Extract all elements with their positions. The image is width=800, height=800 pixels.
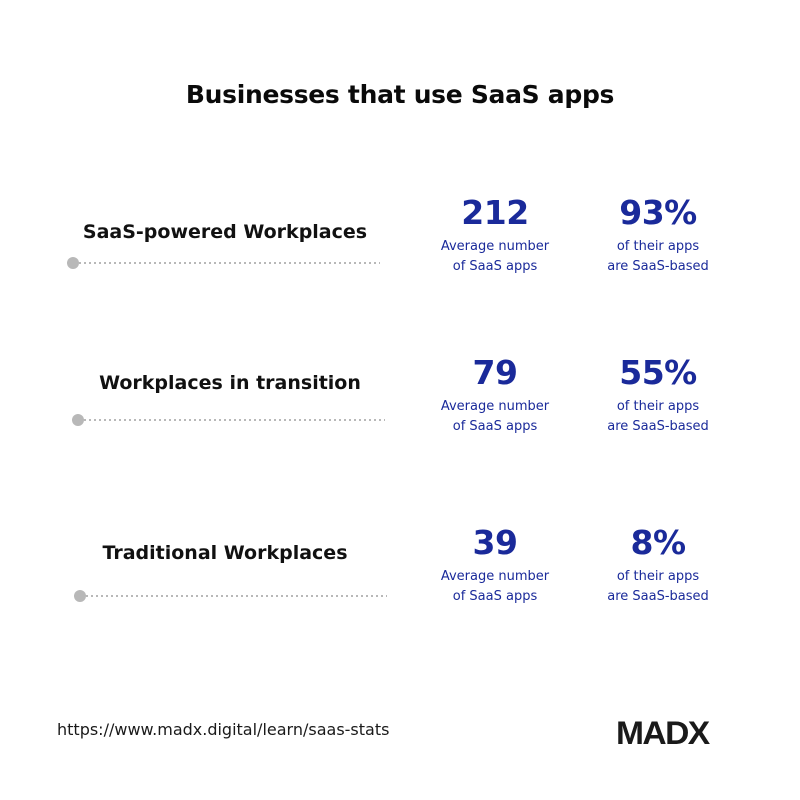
stat-row-traditional: Traditional Workplaces 39 Average number…: [0, 525, 800, 635]
dotted-line: [79, 262, 380, 264]
madx-logo: MADX: [616, 715, 710, 751]
avg-apps-value: 39: [472, 523, 518, 562]
desc-line: of SaaS apps: [452, 259, 538, 274]
avg-apps-desc: Average number of SaaS apps: [420, 567, 570, 607]
saas-share-stat: 8% of their apps are SaaS-based: [583, 525, 733, 607]
row-label: Traditional Workplaces: [102, 542, 348, 564]
row-label: SaaS-powered Workplaces: [82, 221, 368, 243]
dotted-track: [74, 590, 387, 602]
desc-line: Average number: [440, 239, 550, 254]
chart-title: Businesses that use SaaS apps: [185, 80, 615, 109]
desc-line: of their apps: [616, 569, 700, 584]
avg-apps-value: 79: [472, 353, 518, 392]
saas-share-desc: of their apps are SaaS-based: [583, 397, 733, 437]
saas-share-value: 8%: [630, 523, 686, 562]
track-dot-icon: [67, 257, 79, 269]
saas-share-stat: 93% of their apps are SaaS-based: [583, 195, 733, 277]
source-url: https://www.madx.digital/learn/saas-stat…: [57, 720, 390, 739]
dotted-track: [67, 257, 380, 269]
desc-line: are SaaS-based: [607, 259, 709, 274]
track-dot-icon: [74, 590, 86, 602]
desc-line: of their apps: [616, 239, 700, 254]
desc-line: of their apps: [616, 399, 700, 414]
dotted-line: [86, 595, 387, 597]
stat-row-in-transition: Workplaces in transition 79 Average numb…: [0, 355, 800, 465]
saas-share-desc: of their apps are SaaS-based: [583, 237, 733, 277]
dotted-track: [72, 414, 385, 426]
saas-share-value: 55%: [619, 353, 697, 392]
avg-apps-desc: Average number of SaaS apps: [420, 397, 570, 437]
avg-apps-stat: 212 Average number of SaaS apps: [420, 195, 570, 277]
desc-line: are SaaS-based: [607, 419, 709, 434]
track-dot-icon: [72, 414, 84, 426]
avg-apps-value: 212: [461, 193, 529, 232]
avg-apps-desc: Average number of SaaS apps: [420, 237, 570, 277]
saas-share-stat: 55% of their apps are SaaS-based: [583, 355, 733, 437]
avg-apps-stat: 39 Average number of SaaS apps: [420, 525, 570, 607]
desc-line: are SaaS-based: [607, 589, 709, 604]
desc-line: of SaaS apps: [452, 589, 538, 604]
desc-line: of SaaS apps: [452, 419, 538, 434]
row-label: Workplaces in transition: [99, 372, 361, 394]
desc-line: Average number: [440, 399, 550, 414]
saas-share-value: 93%: [619, 193, 697, 232]
stat-row-saas-powered: SaaS-powered Workplaces 212 Average numb…: [0, 195, 800, 305]
saas-share-desc: of their apps are SaaS-based: [583, 567, 733, 607]
desc-line: Average number: [440, 569, 550, 584]
dotted-line: [84, 419, 385, 421]
avg-apps-stat: 79 Average number of SaaS apps: [420, 355, 570, 437]
